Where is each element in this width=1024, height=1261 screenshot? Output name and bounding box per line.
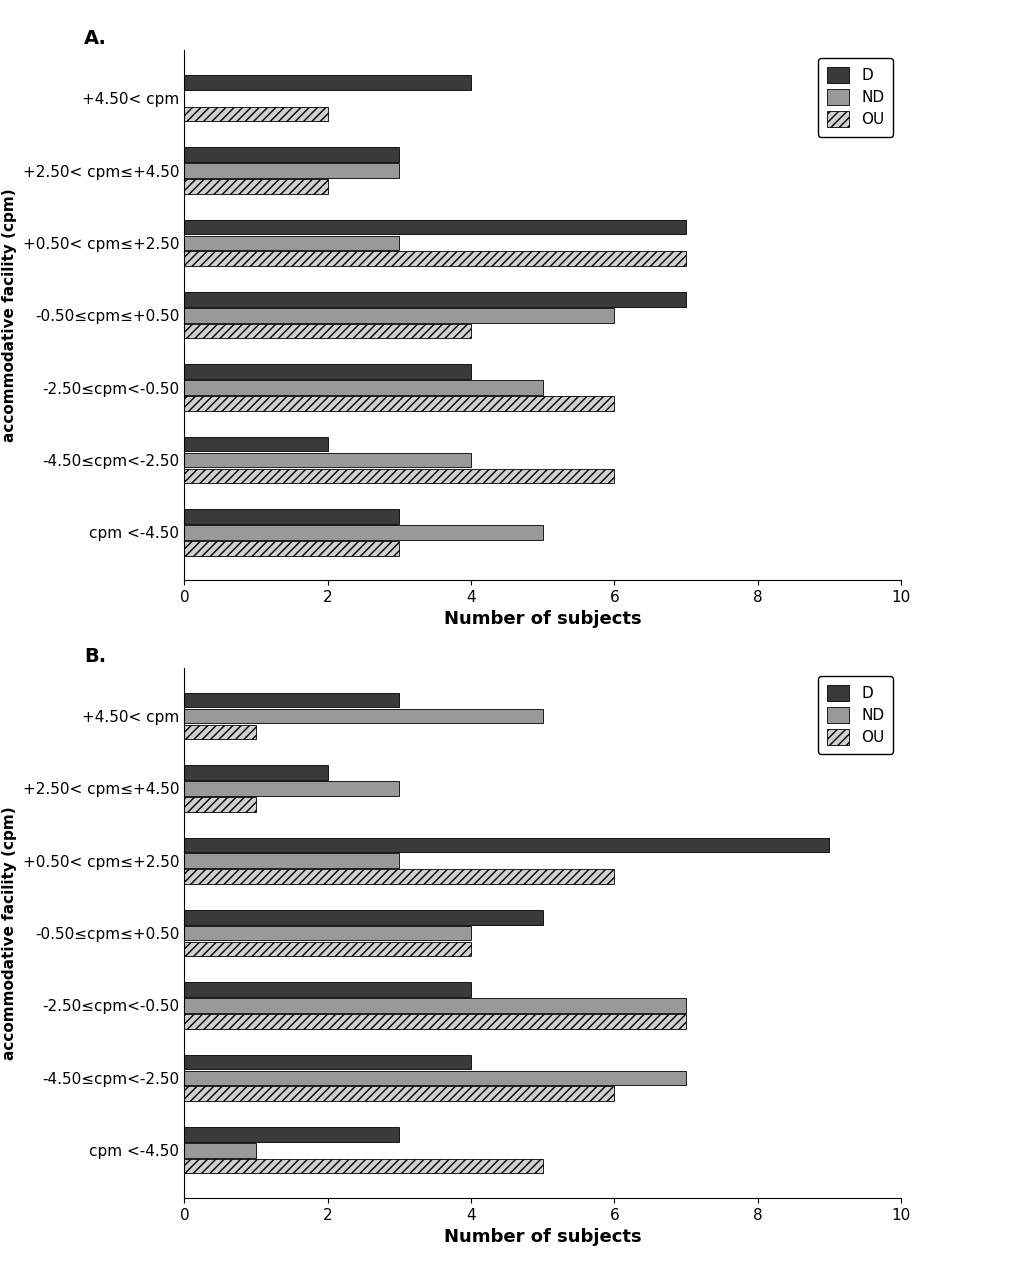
- Bar: [184, 797, 256, 812]
- Bar: [184, 725, 256, 739]
- Bar: [184, 107, 328, 121]
- Bar: [184, 1087, 614, 1101]
- Legend: D, ND, OU: D, ND, OU: [818, 58, 894, 136]
- Bar: [184, 541, 399, 556]
- Bar: [184, 837, 829, 852]
- Bar: [184, 436, 328, 451]
- Bar: [184, 469, 614, 483]
- X-axis label: Number of subjects: Number of subjects: [444, 1228, 641, 1246]
- Legend: D, ND, OU: D, ND, OU: [818, 676, 894, 754]
- Bar: [184, 1142, 256, 1158]
- Bar: [184, 509, 399, 523]
- Bar: [184, 869, 614, 884]
- Bar: [184, 1127, 399, 1141]
- Bar: [184, 179, 328, 194]
- Y-axis label: Variation range of
accommodative facility (cpm): Variation range of accommodative facilit…: [0, 806, 17, 1061]
- Bar: [184, 74, 471, 90]
- Bar: [184, 293, 686, 306]
- Bar: [184, 148, 399, 161]
- Bar: [184, 364, 471, 380]
- Bar: [184, 163, 399, 178]
- Bar: [184, 942, 471, 956]
- Bar: [184, 854, 399, 868]
- Bar: [184, 525, 543, 540]
- Bar: [184, 982, 471, 997]
- Bar: [184, 396, 614, 411]
- Bar: [184, 765, 328, 779]
- Bar: [184, 1014, 686, 1029]
- Bar: [184, 1159, 543, 1174]
- Bar: [184, 709, 543, 724]
- Bar: [184, 926, 471, 941]
- Text: B.: B.: [84, 647, 106, 666]
- Y-axis label: Variation range of
accommodative facility (cpm): Variation range of accommodative facilit…: [0, 188, 17, 443]
- Bar: [184, 308, 614, 323]
- Bar: [184, 251, 686, 266]
- Bar: [184, 1054, 471, 1069]
- Text: A.: A.: [84, 29, 106, 48]
- X-axis label: Number of subjects: Number of subjects: [444, 610, 641, 628]
- Bar: [184, 999, 686, 1013]
- Bar: [184, 324, 471, 338]
- Bar: [184, 236, 399, 250]
- Bar: [184, 692, 399, 707]
- Bar: [184, 910, 543, 924]
- Bar: [184, 453, 471, 468]
- Bar: [184, 1071, 686, 1086]
- Bar: [184, 381, 543, 395]
- Bar: [184, 781, 399, 796]
- Bar: [184, 219, 686, 235]
